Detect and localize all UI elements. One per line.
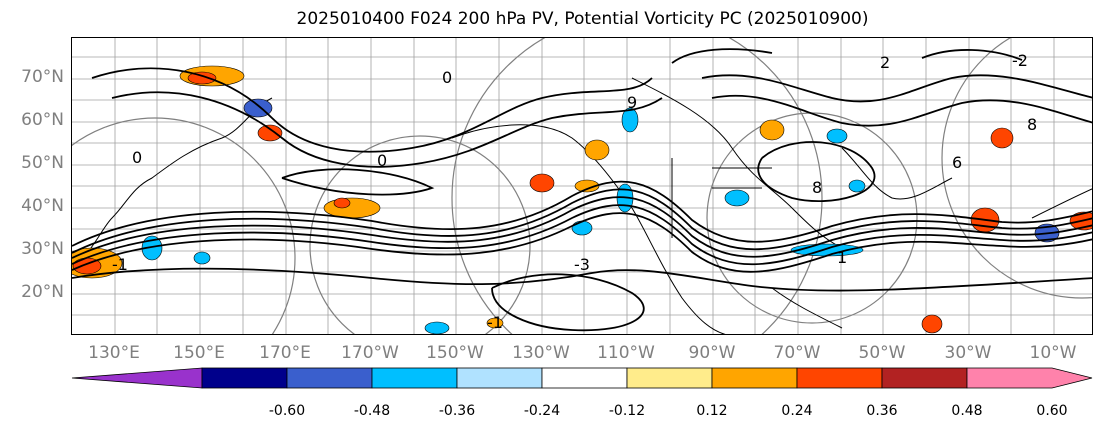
contour-labels: -1 0 0 0 2 9 8 8 1 -1 -3 6 -2 [112, 51, 1037, 332]
lon-label-50w: 50°W [858, 343, 906, 363]
contour-label: 8 [812, 178, 822, 197]
contour-label: -3 [574, 255, 590, 274]
lat-label-40n: 40°N [21, 196, 64, 216]
colorbar-tick: 0.36 [866, 403, 897, 419]
map-title: 2025010400 F024 200 hPa PV, Potential Vo… [296, 9, 869, 29]
lon-label-130w: 130°W [512, 343, 570, 363]
colorbar-tick: -0.36 [439, 403, 475, 419]
colorbar-swatch [711, 367, 798, 389]
pv-contours [72, 48, 1092, 332]
contour-label: 9 [627, 93, 637, 112]
lon-label-170e: 170°E [259, 343, 311, 363]
lon-label-170w: 170°W [341, 343, 399, 363]
contour-label: 2 [880, 53, 890, 72]
map-canvas: -1 0 0 0 2 9 8 8 1 -1 -3 6 -2 [72, 38, 1092, 334]
contour-label: -1 [487, 313, 503, 332]
colorbar-swatches [71, 367, 1093, 389]
colorbar-swatch [456, 367, 543, 389]
lon-label-150w: 150°W [426, 343, 484, 363]
contour-label: 1 [837, 248, 847, 267]
colorbar-swatch [286, 367, 373, 389]
lon-label-30w: 30°W [944, 343, 992, 363]
colorbar-swatch [371, 367, 458, 389]
colorbar-extend-min [71, 367, 203, 389]
lat-label-30n: 30°N [21, 239, 64, 259]
lon-label-70w: 70°W [773, 343, 821, 363]
colorbar-swatch [881, 367, 968, 389]
contour-label: -1 [112, 255, 128, 274]
coastlines [72, 77, 1092, 334]
colorbar-tick: -0.12 [609, 403, 645, 419]
colorbar: -0.60 -0.48 -0.36 -0.24 -0.12 0.12 0.24 … [71, 367, 1093, 419]
contour-label: 6 [952, 153, 962, 172]
colorbar-swatch [541, 367, 628, 389]
colorbar-extend-max [966, 367, 1093, 389]
lon-label-90w: 90°W [688, 343, 736, 363]
colorbar-tick: -0.60 [269, 403, 305, 419]
colorbar-swatch [201, 367, 288, 389]
contour-label: 0 [132, 148, 142, 167]
contour-label: 8 [1027, 115, 1037, 134]
colorbar-tick-labels: -0.60 -0.48 -0.36 -0.24 -0.12 0.12 0.24 … [269, 403, 1068, 419]
lat-label-60n: 60°N [21, 110, 64, 130]
contour-label: 0 [377, 151, 387, 170]
lat-label-50n: 50°N [21, 153, 64, 173]
colorbar-tick: -0.48 [354, 403, 390, 419]
colorbar-tick: 0.60 [1036, 403, 1067, 419]
colorbar-tick: -0.24 [524, 403, 560, 419]
colorbar-tick: 0.24 [781, 403, 812, 419]
contour-label: -2 [1012, 51, 1028, 70]
lon-label-130e: 130°E [88, 343, 140, 363]
lat-label-70n: 70°N [21, 67, 64, 87]
range-circles [72, 38, 1092, 334]
lon-label-110w: 110°W [597, 343, 655, 363]
colorbar-swatch [796, 367, 883, 389]
contour-label: 0 [442, 68, 452, 87]
colorbar-swatch [626, 367, 713, 389]
map-panel: -1 0 0 0 2 9 8 8 1 -1 -3 6 -2 [71, 37, 1093, 335]
lat-label-20n: 20°N [21, 282, 64, 302]
colorbar-tick: 0.12 [696, 403, 727, 419]
colorbar-tick: 0.48 [951, 403, 982, 419]
lon-label-10w: 10°W [1029, 343, 1077, 363]
lon-label-150e: 150°E [173, 343, 225, 363]
